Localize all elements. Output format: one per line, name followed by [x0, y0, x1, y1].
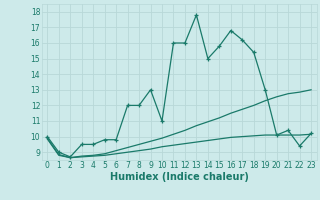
X-axis label: Humidex (Indice chaleur): Humidex (Indice chaleur): [110, 172, 249, 182]
